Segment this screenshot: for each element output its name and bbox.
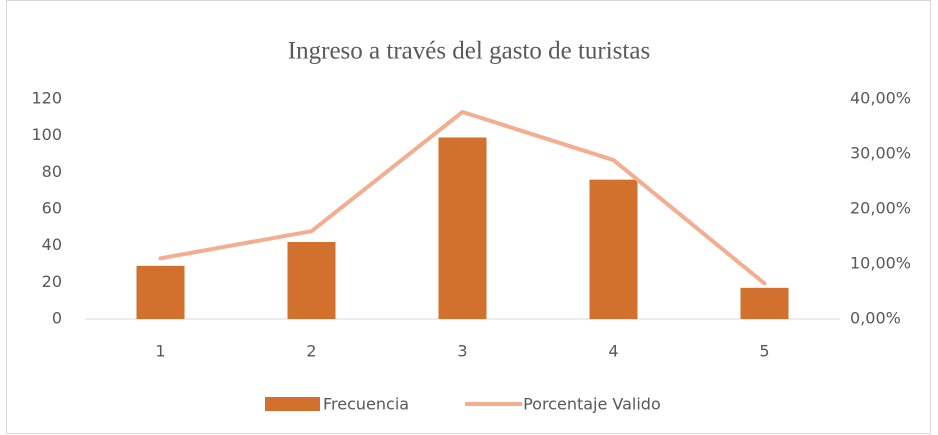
y2-tick-label: 0,00% (850, 309, 901, 328)
y-tick-label: 60 (42, 199, 62, 218)
y2-tick-label: 30,00% (850, 144, 911, 163)
legend-swatch (265, 397, 320, 411)
y-tick-label: 80 (42, 162, 62, 181)
x-tick-label: 3 (457, 342, 467, 361)
x-tick-label: 2 (306, 342, 316, 361)
x-tick-label: 4 (608, 342, 618, 361)
y-tick-label: 40 (42, 235, 62, 254)
y-tick-label: 20 (42, 272, 62, 291)
legend-label: Frecuencia (323, 395, 409, 414)
y-tick-label: 0 (52, 309, 62, 328)
bar (136, 265, 185, 319)
bar (589, 179, 638, 319)
bar (438, 137, 487, 319)
y-tick-label: 120 (31, 89, 62, 108)
x-tick-label: 5 (759, 342, 769, 361)
bar (287, 242, 336, 319)
line (158, 109, 767, 286)
y2-tick-label: 40,00% (850, 89, 911, 108)
y-tick-label: 100 (31, 125, 62, 144)
y2-tick-label: 10,00% (850, 254, 911, 273)
y2-tick-label: 20,00% (850, 199, 911, 218)
legend-label: Porcentaje Valido (523, 395, 661, 414)
x-tick-label: 1 (155, 342, 165, 361)
bar (740, 287, 789, 319)
chart-title: Ingreso a través del gasto de turistas (288, 38, 650, 65)
